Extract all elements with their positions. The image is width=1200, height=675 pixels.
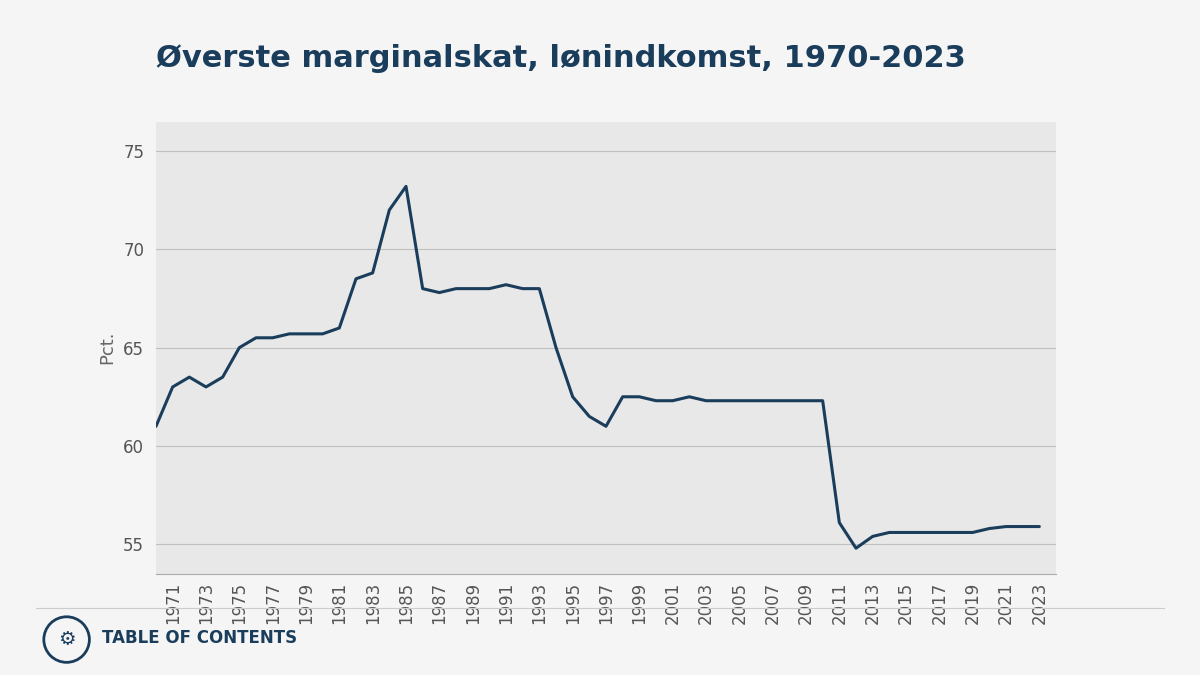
Text: TABLE OF CONTENTS: TABLE OF CONTENTS [102, 629, 298, 647]
Text: Øverste marginalskat, lønindkomst, 1970-2023: Øverste marginalskat, lønindkomst, 1970-… [156, 44, 966, 73]
Text: ⚙: ⚙ [58, 630, 76, 649]
Y-axis label: Pct.: Pct. [98, 331, 116, 364]
